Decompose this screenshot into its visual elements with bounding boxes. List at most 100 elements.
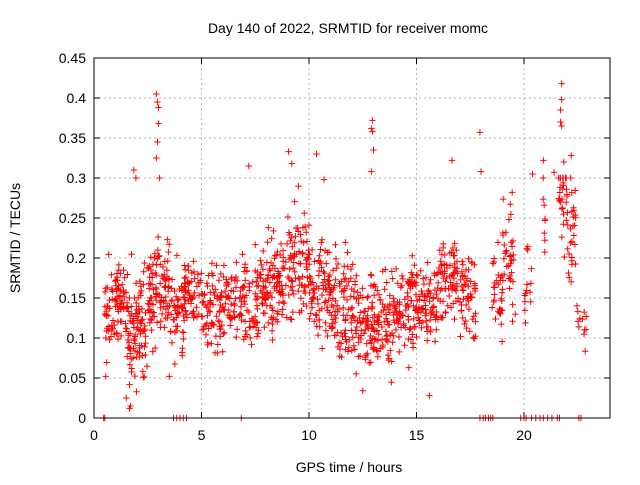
data-point (259, 265, 267, 273)
data-point (121, 274, 128, 281)
data-point (105, 251, 112, 258)
data-point (412, 282, 420, 289)
data-point (154, 98, 161, 106)
data-point (286, 231, 293, 238)
data-point (275, 270, 282, 277)
data-point (303, 238, 311, 245)
data-point (318, 345, 326, 352)
data-point (370, 281, 378, 289)
data-point (211, 349, 219, 357)
y-tick-label: 0.2 (67, 250, 87, 266)
data-point (260, 284, 267, 292)
data-point (115, 308, 122, 315)
data-point (129, 318, 136, 326)
data-point (270, 272, 277, 280)
data-point (460, 287, 467, 294)
data-point (257, 287, 265, 295)
data-point (502, 248, 510, 256)
data-point (199, 299, 206, 306)
data-point (416, 320, 423, 327)
data-point (284, 273, 292, 281)
data-point (285, 291, 293, 299)
data-point (398, 272, 406, 280)
data-point (131, 337, 138, 344)
data-point (295, 248, 303, 255)
data-point (240, 336, 248, 343)
data-point (215, 277, 223, 284)
data-point (349, 261, 356, 268)
data-point (557, 198, 564, 206)
data-point (566, 274, 573, 281)
data-point (207, 297, 214, 304)
data-point (318, 239, 325, 246)
data-point (221, 287, 229, 295)
data-point (508, 189, 516, 196)
data-point (430, 304, 438, 311)
data-point (367, 271, 375, 278)
data-point (181, 275, 188, 282)
data-point (132, 280, 140, 287)
data-point (128, 303, 135, 310)
data-point (198, 270, 205, 277)
data-point (161, 284, 168, 291)
data-point (181, 300, 188, 308)
data-point (405, 279, 413, 286)
data-point (159, 275, 167, 282)
data-point (501, 241, 508, 249)
x-tick-label: 10 (301, 427, 317, 443)
data-point (308, 304, 316, 311)
data-point (355, 339, 362, 346)
data-point (115, 261, 123, 269)
data-point (369, 128, 376, 135)
data-point (509, 318, 516, 325)
data-point (214, 295, 221, 302)
data-point (379, 341, 386, 349)
data-point (156, 291, 163, 299)
data-point (101, 288, 109, 296)
data-point (290, 259, 297, 266)
data-point (461, 320, 468, 328)
data-point (581, 326, 588, 334)
data-point (241, 264, 249, 271)
data-point (178, 287, 185, 294)
data-point (228, 287, 235, 294)
data-point (359, 318, 366, 325)
data-point (310, 286, 318, 293)
data-point (120, 286, 127, 294)
data-point (291, 239, 298, 246)
x-tick-label: 15 (409, 427, 425, 443)
data-point (350, 342, 357, 349)
data-point (521, 292, 528, 299)
data-point (245, 280, 253, 287)
data-point (168, 276, 176, 283)
data-point (466, 328, 473, 335)
data-point (203, 280, 211, 287)
data-point (572, 187, 579, 194)
data-point (112, 303, 119, 310)
data-point (460, 295, 467, 303)
data-point (291, 268, 298, 276)
data-point (558, 96, 565, 103)
data-point (253, 333, 261, 340)
data-point (191, 275, 198, 282)
data-point (230, 300, 238, 307)
data-point (439, 244, 447, 252)
data-point (282, 282, 290, 289)
data-point (104, 284, 111, 291)
data-point (340, 287, 347, 295)
data-point (206, 299, 214, 307)
chart-title: Day 140 of 2022, SRMTID for receiver mom… (208, 20, 488, 36)
data-point (357, 309, 364, 316)
data-point (425, 288, 433, 295)
data-point (206, 308, 214, 315)
data-point (318, 305, 326, 312)
data-point (246, 287, 253, 294)
data-point (444, 302, 451, 309)
data-point (499, 277, 507, 284)
data-point (407, 336, 415, 343)
data-point (340, 304, 347, 312)
data-point (131, 347, 139, 355)
data-point (180, 329, 187, 336)
data-point (378, 336, 386, 343)
data-point (541, 237, 549, 244)
